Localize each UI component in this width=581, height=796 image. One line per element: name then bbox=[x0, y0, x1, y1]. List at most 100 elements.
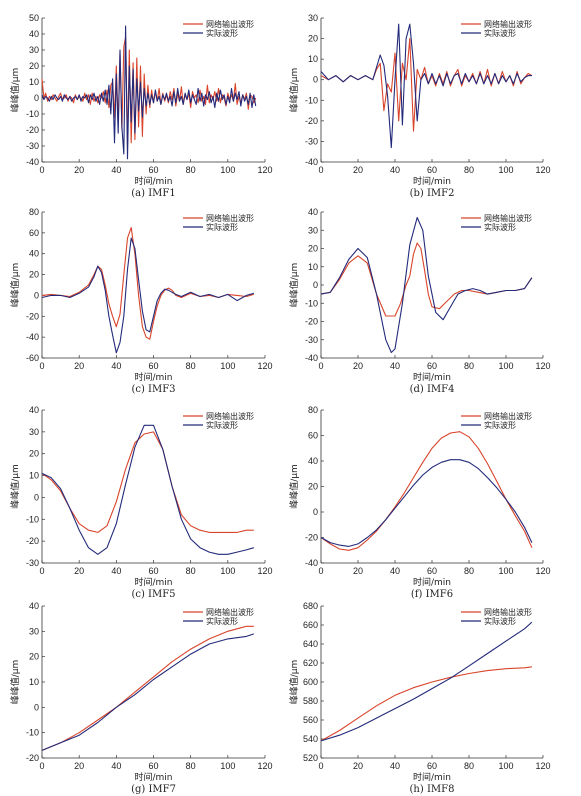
y-tick-label: 30 bbox=[29, 45, 39, 55]
y-tick-label: 20 bbox=[29, 61, 39, 71]
x-tick-label: 40 bbox=[111, 761, 121, 771]
series-line-1 bbox=[41, 431, 254, 533]
x-axis-label: 时间/min bbox=[413, 371, 451, 383]
y-tick-label: 40 bbox=[308, 207, 318, 217]
y-tick-label: -10 bbox=[26, 728, 39, 738]
panel-caption: (a) IMF1 bbox=[131, 188, 175, 199]
series-line-1 bbox=[41, 36, 257, 147]
y-tick-label: -20 bbox=[305, 533, 318, 543]
y-tick-label: 80 bbox=[308, 405, 318, 415]
series-line-1 bbox=[320, 242, 533, 317]
x-tick-label: 100 bbox=[498, 566, 513, 576]
series-line-1 bbox=[41, 227, 254, 340]
y-axis-label: 峰峰值/μm bbox=[9, 263, 21, 308]
series-line-1 bbox=[320, 38, 533, 132]
x-tick-label: 40 bbox=[390, 761, 400, 771]
y-tick-label: -20 bbox=[26, 536, 39, 546]
y-tick-label: -10 bbox=[305, 298, 318, 308]
x-axis-label: 时间/min bbox=[413, 175, 451, 187]
y-axis-label: 峰峰值/μm bbox=[288, 263, 300, 308]
x-tick-label: 20 bbox=[353, 566, 363, 576]
x-tick-label: 100 bbox=[498, 165, 513, 175]
x-tick-label: 60 bbox=[427, 566, 437, 576]
x-tick-label: 100 bbox=[498, 361, 513, 371]
series-line-1 bbox=[320, 431, 533, 551]
y-tick-label: 40 bbox=[308, 456, 318, 466]
y-axis-label: 峰峰值/μm bbox=[288, 68, 300, 113]
x-tick-label: 60 bbox=[148, 566, 158, 576]
x-tick-label: 60 bbox=[427, 165, 437, 175]
y-tick-label: -40 bbox=[305, 157, 318, 167]
y-tick-label: 20 bbox=[29, 449, 39, 459]
y-axis-label: 峰峰值/μm bbox=[9, 464, 21, 509]
y-tick-label: 10 bbox=[29, 471, 39, 481]
x-tick-label: 0 bbox=[39, 361, 44, 371]
x-tick-label: 100 bbox=[220, 361, 235, 371]
x-tick-label: 120 bbox=[535, 761, 550, 771]
x-axis-label: 时间/min bbox=[134, 576, 172, 588]
y-tick-label: 0 bbox=[34, 290, 39, 300]
series-line-2 bbox=[41, 237, 254, 354]
legend-label-1: 网络输出波形 bbox=[484, 213, 532, 223]
legend-label-2: 实际波形 bbox=[206, 28, 238, 38]
x-tick-label: 80 bbox=[186, 165, 196, 175]
x-tick-label: 0 bbox=[39, 761, 44, 771]
y-tick-label: -40 bbox=[26, 332, 39, 342]
chart-panel-2: 0 20 40 60 80 100 120 -40 -30 -20 -10 0 10 20 30 时间/min… bbox=[288, 13, 551, 199]
y-tick-label: -30 bbox=[26, 558, 39, 568]
y-tick-label: 660 bbox=[303, 620, 318, 630]
x-tick-label: 40 bbox=[390, 566, 400, 576]
y-tick-label: 40 bbox=[29, 405, 39, 415]
x-tick-label: 80 bbox=[186, 761, 196, 771]
y-tick-label: -40 bbox=[26, 157, 39, 167]
x-tick-label: 120 bbox=[257, 761, 272, 771]
panel-caption: (d) IMF4 bbox=[410, 384, 455, 395]
y-tick-label: 10 bbox=[308, 54, 318, 64]
y-tick-label: 580 bbox=[303, 696, 318, 706]
legend-label-2: 实际波形 bbox=[484, 420, 516, 430]
y-tick-label: 0 bbox=[313, 507, 318, 517]
legend-label-1: 网络输出波形 bbox=[206, 411, 254, 421]
x-tick-label: 60 bbox=[427, 761, 437, 771]
panel-caption: (c) IMF3 bbox=[131, 384, 175, 395]
legend-label-2: 实际波形 bbox=[206, 420, 238, 430]
legend-label-1: 网络输出波形 bbox=[206, 607, 254, 617]
y-tick-label: 0 bbox=[313, 280, 318, 290]
y-tick-label: -40 bbox=[305, 558, 318, 568]
x-tick-label: 120 bbox=[535, 566, 550, 576]
x-tick-label: 40 bbox=[111, 566, 121, 576]
y-axis-label: 峰峰值/μm bbox=[288, 660, 300, 705]
legend-label-1: 网络输出波形 bbox=[484, 19, 532, 29]
x-tick-label: 20 bbox=[74, 566, 84, 576]
panel-caption: (b) IMF2 bbox=[410, 188, 455, 199]
y-tick-label: -20 bbox=[305, 116, 318, 126]
x-tick-label: 80 bbox=[464, 566, 474, 576]
y-tick-label: 0 bbox=[313, 75, 318, 85]
y-tick-label: 20 bbox=[308, 34, 318, 44]
y-tick-label: -10 bbox=[305, 95, 318, 105]
series-line-2 bbox=[41, 25, 257, 160]
y-tick-label: -20 bbox=[305, 317, 318, 327]
panel-caption: (h) IMF8 bbox=[410, 784, 455, 795]
chart-panel-6: 0 20 40 60 80 100 120 -40 -20 0 20 40 60 80 时间/min 峰峰值/… bbox=[288, 405, 551, 600]
x-axis-label: 时间/min bbox=[134, 771, 172, 783]
x-tick-label: 20 bbox=[74, 761, 84, 771]
y-tick-label: -60 bbox=[26, 353, 39, 363]
legend-label-1: 网络输出波形 bbox=[484, 411, 532, 421]
x-tick-label: 0 bbox=[318, 761, 323, 771]
x-tick-label: 120 bbox=[535, 165, 550, 175]
y-tick-label: 600 bbox=[303, 677, 318, 687]
x-tick-label: 60 bbox=[427, 361, 437, 371]
y-tick-label: -10 bbox=[26, 109, 39, 119]
x-tick-label: 40 bbox=[111, 165, 121, 175]
y-tick-label: 10 bbox=[29, 677, 39, 687]
y-tick-label: -10 bbox=[26, 514, 39, 524]
chart-panel-7: 0 20 40 60 80 100 120 -20 -10 0 10 20 30 40 时间/min 峰峰值/… bbox=[9, 601, 273, 795]
x-tick-label: 120 bbox=[535, 361, 550, 371]
x-tick-label: 80 bbox=[464, 761, 474, 771]
y-axis-label: 峰峰值/μm bbox=[9, 660, 21, 705]
x-tick-label: 80 bbox=[186, 566, 196, 576]
legend-label-2: 实际波形 bbox=[484, 28, 516, 38]
x-tick-label: 60 bbox=[148, 761, 158, 771]
